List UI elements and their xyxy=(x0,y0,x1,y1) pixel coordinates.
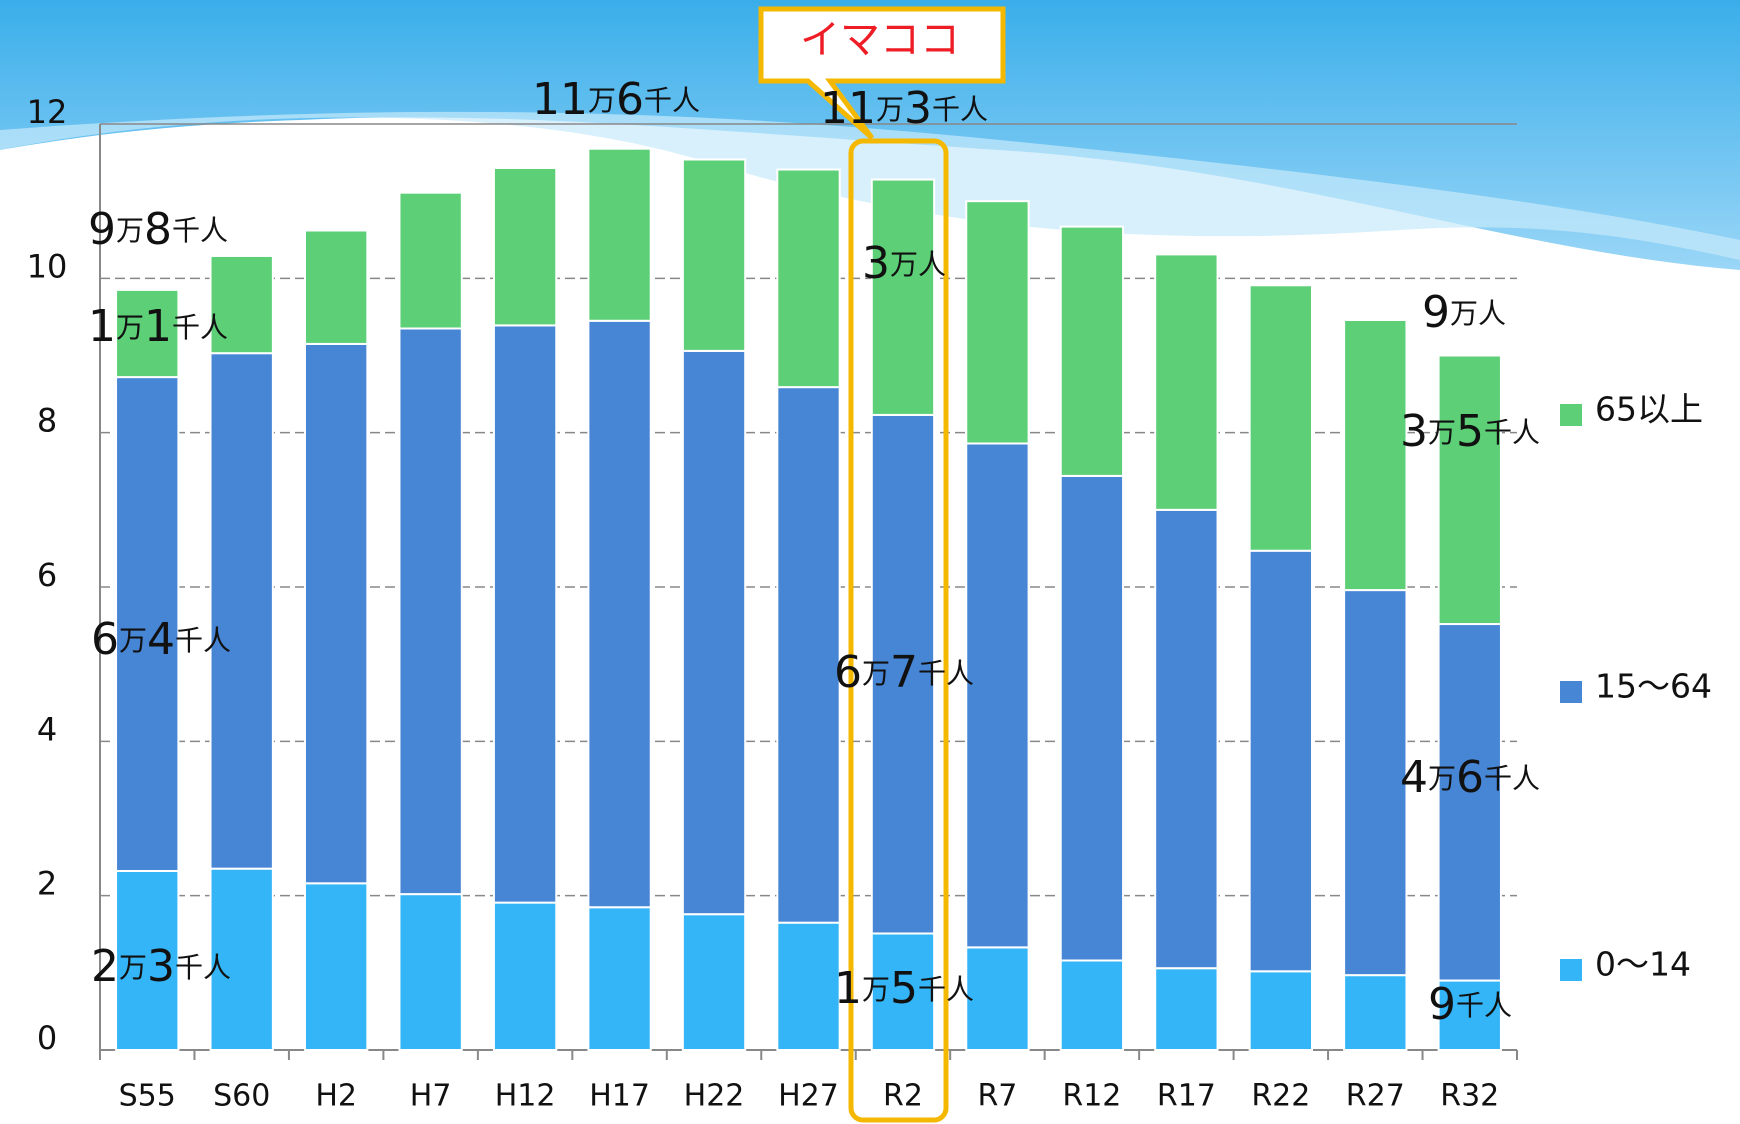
bar-segment xyxy=(399,894,461,1050)
bar-segment xyxy=(1061,960,1123,1050)
x-tick-label: R17 xyxy=(1157,1079,1216,1114)
legend-label: 15〜64 xyxy=(1595,667,1712,706)
x-tick-label: R12 xyxy=(1062,1079,1121,1114)
x-tick-label: S60 xyxy=(213,1079,270,1114)
x-tick-label: H22 xyxy=(684,1079,745,1114)
y-tick-label: 0 xyxy=(37,1019,57,1057)
bar-segment xyxy=(211,353,273,868)
x-tick-label: H27 xyxy=(778,1079,839,1114)
annotation: 9万8千人 xyxy=(88,204,228,255)
bar-segment xyxy=(1250,971,1312,1050)
legend-label: 65以上 xyxy=(1595,390,1703,429)
x-tick-label: R2 xyxy=(883,1079,923,1114)
bar-segment xyxy=(966,443,1028,947)
bar-segment xyxy=(588,321,650,907)
bar-segment xyxy=(1344,975,1406,1050)
bar-segment xyxy=(399,328,461,894)
bar-segment xyxy=(1061,227,1123,476)
bar-segment xyxy=(305,230,367,343)
bar-segment xyxy=(1344,320,1406,590)
x-tick-label: S55 xyxy=(119,1079,176,1114)
x-tick-label: R27 xyxy=(1346,1079,1405,1114)
bar-segment xyxy=(588,149,650,321)
bar-segment xyxy=(494,168,556,325)
x-tick-label: R32 xyxy=(1440,1079,1499,1114)
bar-segment xyxy=(1155,510,1217,968)
bar-segment xyxy=(1155,254,1217,509)
annotation: 4万6千人 xyxy=(1400,752,1540,803)
x-tick-label: R22 xyxy=(1251,1079,1310,1114)
y-tick-label: 6 xyxy=(37,556,57,594)
bar-segment xyxy=(1250,285,1312,550)
x-tick-label: H17 xyxy=(589,1079,650,1114)
bar-segment xyxy=(777,170,839,388)
bar-segment xyxy=(588,907,650,1050)
annotation: 6万7千人 xyxy=(834,647,974,698)
y-tick-label: 2 xyxy=(37,865,57,903)
x-tick-label: R7 xyxy=(977,1079,1017,1114)
y-tick-label: 8 xyxy=(37,402,57,440)
bar-segment xyxy=(1344,590,1406,975)
x-tick-label: H12 xyxy=(495,1079,556,1114)
annotation: 1万5千人 xyxy=(834,963,974,1014)
bar-segment xyxy=(1061,476,1123,961)
bar-segment xyxy=(1250,551,1312,972)
bar-segment xyxy=(494,325,556,902)
legend-swatch xyxy=(1560,404,1582,426)
legend-swatch xyxy=(1560,959,1582,981)
callout-text: イマココ xyxy=(800,17,960,63)
bar-segment xyxy=(683,159,745,350)
bar-segment xyxy=(966,947,1028,1050)
legend-swatch xyxy=(1560,681,1582,703)
bar-segment xyxy=(1155,968,1217,1050)
y-tick-label: 12 xyxy=(27,93,68,131)
annotation: 9万人 xyxy=(1422,287,1506,338)
y-tick-label: 4 xyxy=(37,710,57,748)
annotation: 3万5千人 xyxy=(1400,406,1540,457)
bar-segment xyxy=(305,883,367,1050)
bar-segment xyxy=(683,914,745,1050)
y-tick-label: 10 xyxy=(27,247,68,285)
bar-segment xyxy=(777,387,839,923)
bar-segment xyxy=(777,923,839,1050)
bar-segment xyxy=(494,903,556,1050)
bar-segment xyxy=(305,344,367,883)
plot-area: 0 2 4 6 8 10 12 S55 S60 H2 H7 H12 H17 H22 H27 R2 R7 R12 R1… xyxy=(27,93,1517,1114)
x-tick-label: H2 xyxy=(315,1079,357,1114)
legend-label: 0〜14 xyxy=(1595,945,1691,984)
annotation: 1万1千人 xyxy=(88,301,228,352)
x-tick-label: H7 xyxy=(410,1079,452,1114)
bar-segment xyxy=(872,180,934,415)
chart: 0 2 4 6 8 10 12 S55 S60 H2 H7 H12 H17 H22 H27 R2 R7 R12 R1… xyxy=(0,0,1740,1124)
bar-segment xyxy=(683,351,745,914)
bar-segment xyxy=(399,193,461,329)
bar-segment xyxy=(1439,356,1501,625)
bar-segment xyxy=(966,201,1028,443)
